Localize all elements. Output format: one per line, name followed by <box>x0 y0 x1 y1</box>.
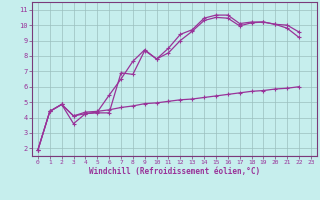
X-axis label: Windchill (Refroidissement éolien,°C): Windchill (Refroidissement éolien,°C) <box>89 167 260 176</box>
